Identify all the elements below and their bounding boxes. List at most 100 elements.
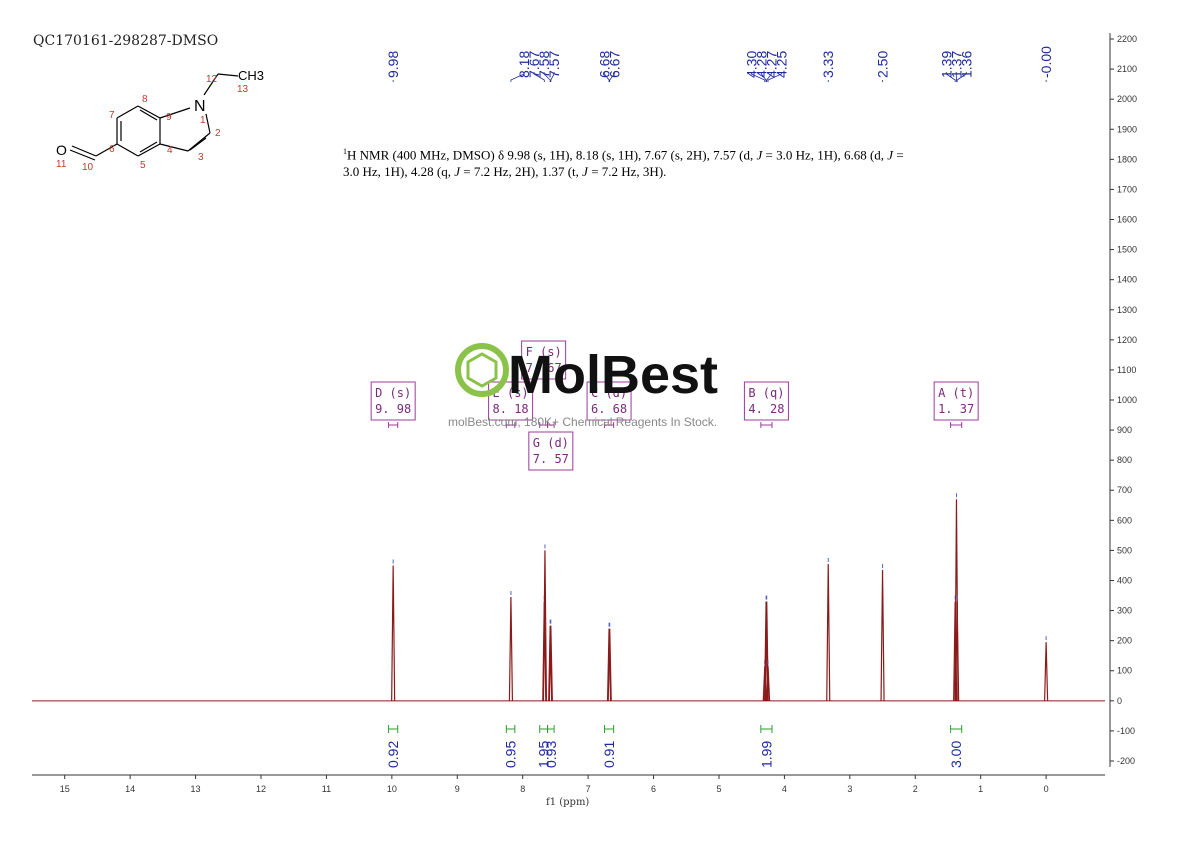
peak [1044,642,1049,701]
integral-value: 0.91 [601,741,617,768]
peak-label-leader [533,72,545,82]
nmr-description: 1H NMR (400 MHz, DMSO) δ 9.98 (s, 1H), 8… [343,143,923,180]
atom-num-12: 12 [206,74,218,85]
y-tick-label: 2200 [1117,34,1137,44]
y-tick-label: 1200 [1117,335,1137,345]
peak-label: 4.30 [743,51,759,78]
y-tick-label: 800 [1117,455,1132,465]
y-tick-label: -100 [1117,726,1135,736]
peak-label: 8.18 [516,51,532,78]
y-tick-label: 2100 [1117,64,1137,74]
peak-label: 6.67 [606,51,622,78]
peak-label: -0.00 [1038,46,1054,78]
nucleus-superscript: 1 [343,147,347,156]
molecule-structure [69,73,239,161]
peak-labels: 9.98 8.187.677.587.57 6.686.67 4.304.284.27… [385,46,1054,82]
peak [391,565,396,701]
peak [606,628,612,701]
y-tick-label: 1600 [1117,215,1137,225]
integral-value: 1.95 [536,741,552,768]
integral-value: 0.92 [385,741,401,768]
peak-label: 2.50 [875,51,891,78]
y-tick-label: 500 [1117,545,1132,555]
multiplet-box [586,381,632,421]
x-tick-label: 4 [782,784,787,794]
x-tick-label: 12 [256,784,266,794]
x-tick-label: 3 [847,784,852,794]
y-tick-label: 0 [1117,696,1122,706]
atom-ch3: CH3 [238,68,264,83]
atom-num-9: 9 [166,112,172,123]
atom-o11: O [56,142,67,158]
x-tick-label: 0 [1044,784,1049,794]
multiplet-shift: 6. 68 [591,402,627,416]
peak-label-leader [767,72,782,82]
x-tick-label: 11 [322,784,331,794]
y-tick-label: 300 [1117,606,1132,616]
integral-value: 0.93 [543,741,559,768]
y-tick-label: 1700 [1117,184,1137,194]
peak-label-leader [945,72,956,82]
peak [542,550,548,701]
multiplet-box [933,381,979,421]
peak-label-leader [550,72,555,82]
multiplet-shift: 1. 37 [938,402,974,416]
peak-label: 1.39 [938,51,954,78]
peak-label-leader [609,72,615,82]
atom-n1: N [194,98,206,115]
atom-num-4: 4 [167,145,173,156]
integrals: 0.92 0.95 1.950.93 0.91 1.99 3.00 [385,725,964,768]
peak-label: 9.98 [385,51,401,78]
multiplet-label: D (s) [375,386,411,400]
atom-num-1: 1 [200,115,206,126]
axes: 15 14 13 12 11 10 9 8 7 6 5 4 3 2 1 0220021002000190018… [32,33,1137,794]
peak [548,625,553,701]
watermark-logo-icon [455,343,509,397]
peak-label: 3.33 [820,51,836,78]
peak [548,625,553,701]
x-tick-label: 7 [586,784,591,794]
peak [763,601,769,701]
peak-label-leader [510,72,525,82]
y-tick-label: 600 [1117,515,1132,525]
y-tick-label: 1800 [1117,154,1137,164]
multiplet-shift: 7. 67 [526,361,562,375]
peak-label: 1.37 [948,51,964,78]
multiplet-box [521,340,567,380]
integral-value: 1.99 [758,741,774,768]
y-tick-label: 1000 [1117,395,1137,405]
multiplet-boxes: D (s) 9. 98 E (s) 8. 18 F (s) 7. 67 G (d) 7. 57… [370,340,979,471]
peak [955,601,960,701]
peak-label: 6.68 [596,51,612,78]
integral-value: 3.00 [948,741,964,768]
atom-num-8: 8 [142,94,148,105]
multiplet-shift: 9. 98 [375,402,411,416]
peak-label: 4.27 [763,51,779,78]
watermark-tagline: molBest.com, 180K+ Chemical Reagents In … [448,415,717,429]
peak-label: 7.58 [536,51,552,78]
multiplet-label: G (d) [533,436,569,450]
nmr-description-text: H NMR (400 MHz, DMSO) δ 9.98 (s, 1H), 8.… [343,147,904,180]
atom-num-7: 7 [109,110,115,121]
atom-num-6: 6 [109,144,115,155]
x-tick-label: 9 [455,784,460,794]
y-tick-label: 1400 [1117,275,1137,285]
multiplet-shift: 8. 18 [493,402,529,416]
multiplet-box [370,381,416,421]
y-tick-label: 1300 [1117,305,1137,315]
y-tick-label: 400 [1117,575,1132,585]
multiplet-label: C (d) [591,386,627,400]
sample-id: QC170161-298287-DMSO [33,33,218,49]
y-tick-label: 100 [1117,666,1132,676]
x-tick-label: 13 [191,784,201,794]
peak-label: 7.57 [546,51,562,78]
peak-label-leader [543,72,551,82]
peak [607,628,612,701]
x-tick-label: 15 [60,784,70,794]
y-tick-label: 1500 [1117,245,1137,255]
y-tick-label: 2000 [1117,94,1137,104]
atom-num-3: 3 [198,152,204,163]
multiplet-shift: 7. 57 [533,452,569,466]
x-tick-label: 8 [520,784,525,794]
